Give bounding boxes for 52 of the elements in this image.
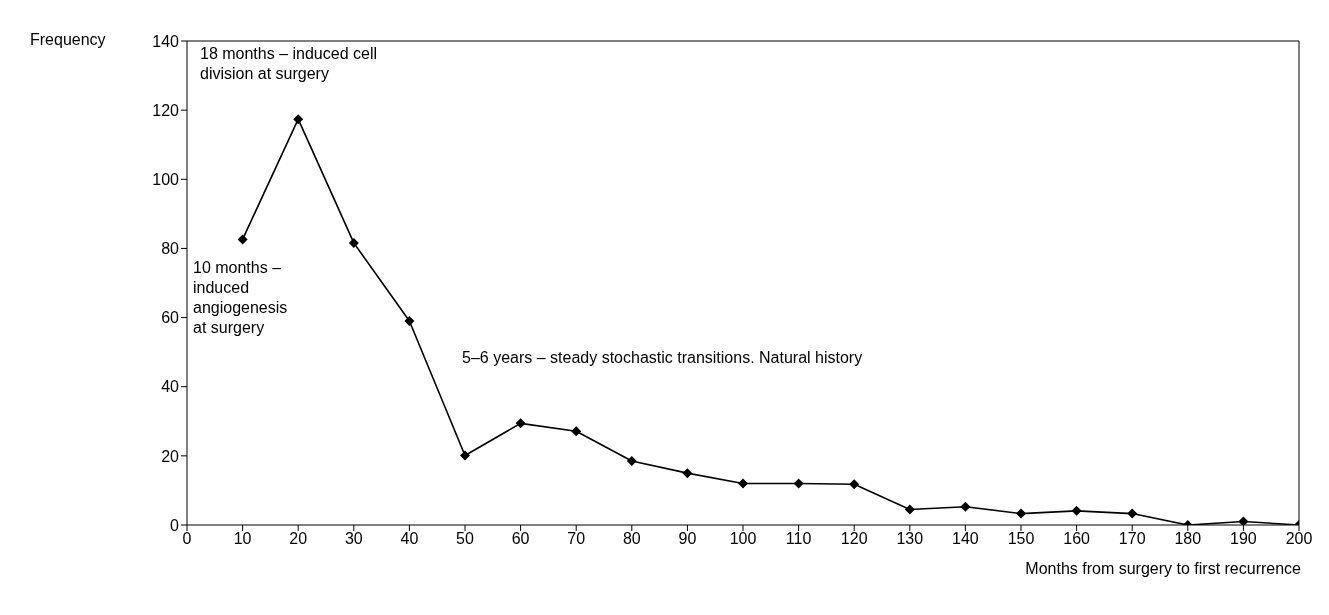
x-tick-label: 80 (622, 530, 641, 548)
annotation: 10 months – induced angiogenesis at surgery (193, 258, 289, 338)
point (1071, 505, 1082, 516)
y-tick-label: 100 (152, 170, 180, 188)
point (571, 426, 582, 437)
point (1238, 516, 1249, 525)
x-tick-label: 170 (1118, 530, 1146, 548)
point (1016, 508, 1026, 519)
point (293, 114, 304, 125)
x-tick-label: 50 (456, 530, 474, 548)
x-tick-label: 10 (233, 530, 252, 548)
point (348, 237, 359, 248)
x-tick-label: 110 (785, 530, 812, 548)
point (793, 478, 804, 489)
x-tick-label: 100 (729, 530, 757, 548)
point (960, 501, 971, 512)
y-tick-label: 0 (170, 516, 180, 534)
x-tick-label: 0 (182, 530, 192, 548)
point (237, 234, 248, 245)
point (460, 450, 470, 461)
x-tick-label: 20 (289, 530, 308, 548)
y-axis-title: Frequency (30, 31, 106, 49)
x-tick-label: 150 (1007, 530, 1035, 548)
x-tick-label: 130 (896, 530, 924, 548)
y-tick-label: 80 (161, 240, 180, 258)
point (404, 316, 415, 327)
x-tick-label: 30 (344, 530, 363, 548)
y-tick-label: 40 (161, 378, 180, 396)
x-tick-label: 160 (1063, 530, 1091, 548)
point (626, 456, 637, 467)
x-tick-label: 40 (400, 530, 419, 548)
x-tick-label: 180 (1174, 530, 1202, 548)
x-tick-label: 140 (952, 530, 979, 548)
y-tick-label: 140 (152, 32, 180, 50)
annotation: 5–6 years – steady stochastic transitions. Natural history (462, 348, 864, 368)
y-tick-label: 120 (152, 101, 180, 119)
x-axis-title: Months from surgery to first recurrence (1025, 560, 1301, 578)
point (682, 468, 693, 479)
x-tick-label: 200 (1285, 530, 1313, 548)
point (904, 504, 915, 515)
x-tick-label: 190 (1230, 530, 1257, 548)
x-tick-label: 70 (567, 530, 586, 548)
annotation: 18 months – induced cell division at surgery (200, 44, 378, 84)
point (738, 478, 748, 489)
point (1127, 508, 1138, 519)
x-tick-label: 60 (511, 530, 530, 548)
x-tick-label: 90 (678, 530, 697, 548)
point (515, 418, 526, 429)
x-tick-label: 120 (840, 530, 868, 548)
y-tick-label: 20 (161, 447, 180, 465)
point (849, 479, 860, 490)
y-tick-label: 60 (161, 309, 180, 327)
